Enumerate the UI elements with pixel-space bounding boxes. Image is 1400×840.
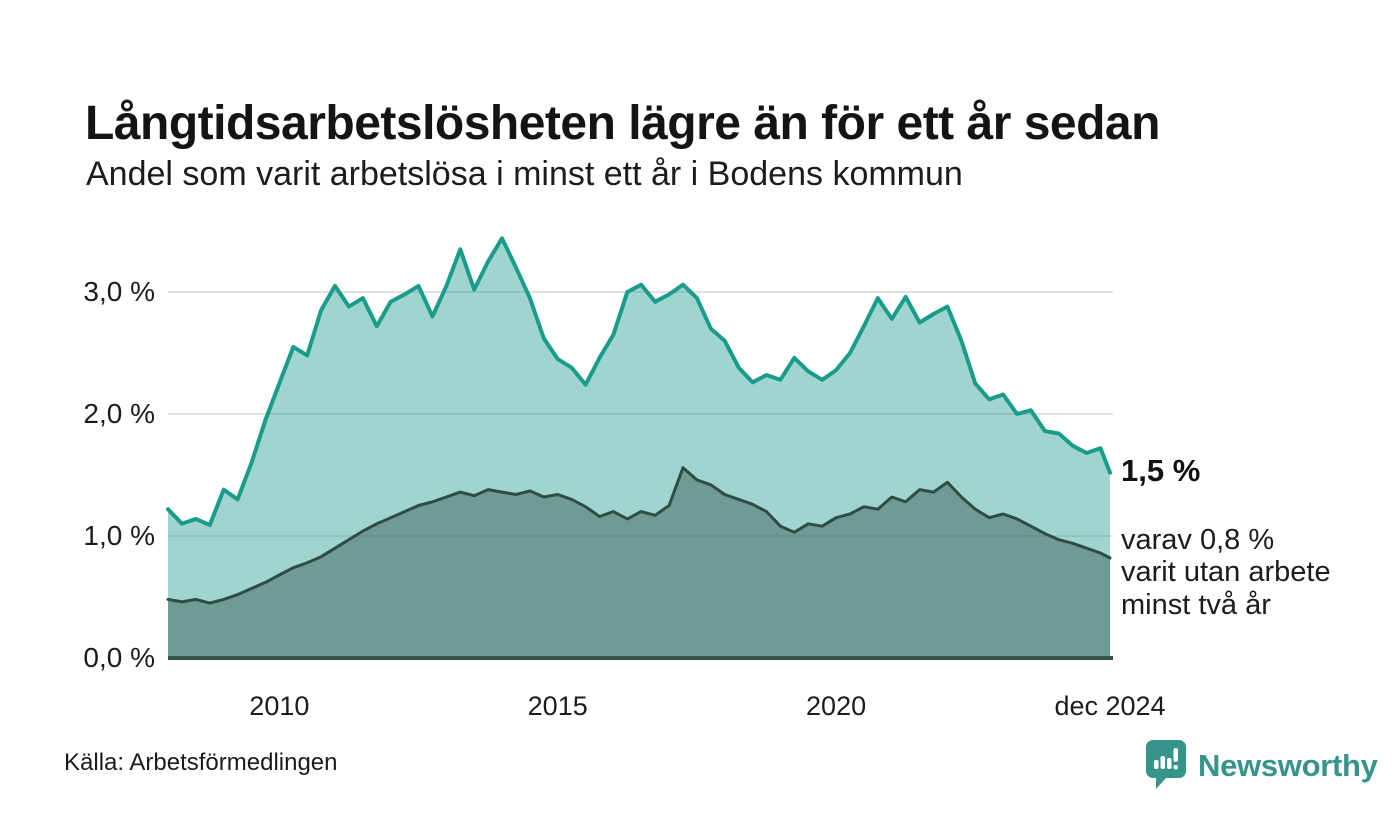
x-tick-label: 2020 <box>806 691 867 721</box>
x-tick-label: 2010 <box>249 691 310 721</box>
newsworthy-icon <box>1146 740 1186 789</box>
x-tick-label: dec 2024 <box>1054 691 1166 721</box>
area-fill-minst_ett_ar <box>168 238 1110 659</box>
area-fill-minst_tva_ar <box>168 467 1110 658</box>
y-tick-label: 0,0 % <box>83 642 155 673</box>
end-value-subnote: varav 0,8 % varit utan arbete minst två … <box>1121 524 1331 621</box>
page-subtitle: Andel som varit arbetslösa i minst ett å… <box>86 155 963 193</box>
end-value-label: 1,5 % <box>1121 453 1201 488</box>
source-caption: Källa: Arbetsförmedlingen <box>64 749 338 776</box>
page-title: Långtidsarbetslösheten lägre än för ett … <box>85 97 1160 151</box>
y-tick-label: 3,0 % <box>83 276 155 307</box>
y-tick-label: 1,0 % <box>83 520 155 551</box>
brand-name: Newsworthy <box>1198 748 1378 783</box>
y-tick-label: 2,0 % <box>83 398 155 429</box>
x-tick-label: 2015 <box>527 691 588 721</box>
area-line-minst_ett_ar <box>166 236 1112 527</box>
area-line-minst_tva_ar <box>166 466 1112 605</box>
brand-logo: Newsworthy <box>1146 740 1378 792</box>
